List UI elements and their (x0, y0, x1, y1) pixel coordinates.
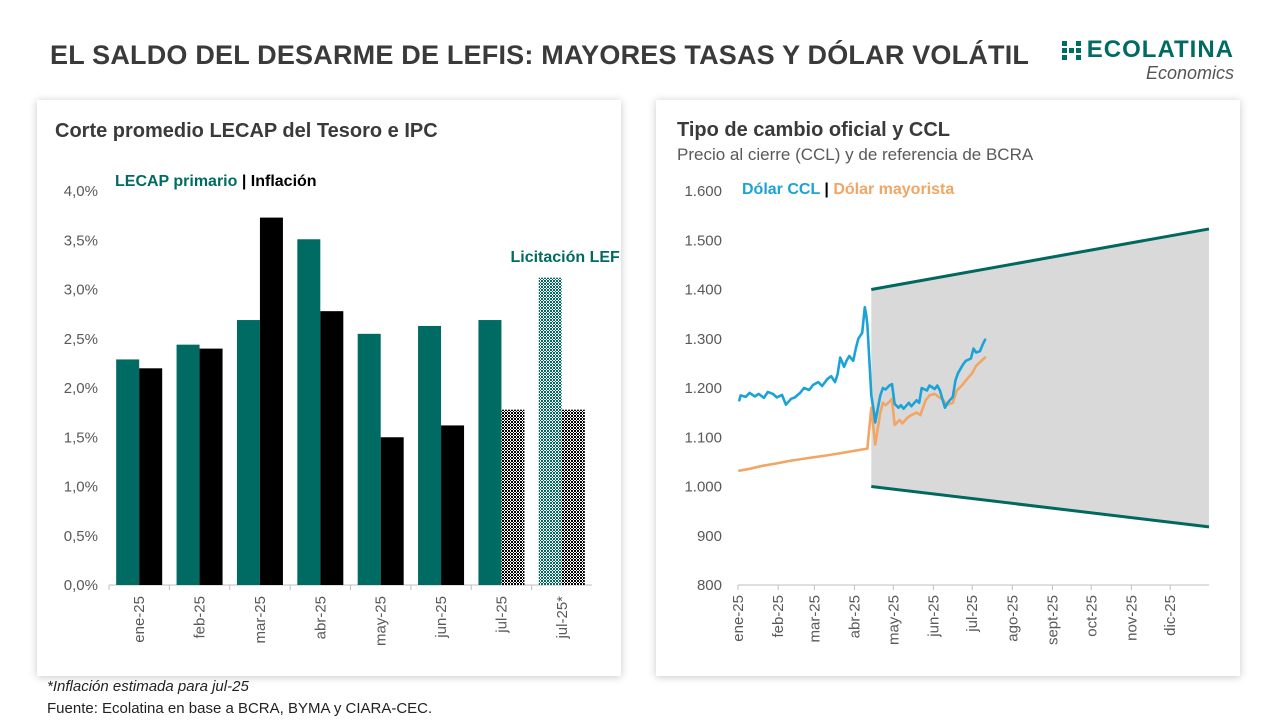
y-tick-label: 1.400 (684, 282, 722, 299)
x-tick-label: feb-25 (192, 596, 209, 639)
x-tick-label: feb-25 (770, 595, 787, 638)
legend-ccl: Dólar CCL (742, 181, 820, 198)
bar-lecap-abr-25 (297, 239, 321, 585)
x-tick-label: may-25 (373, 596, 390, 646)
y-tick-label: 1.200 (684, 380, 722, 397)
x-tick-label: abr-25 (312, 596, 329, 639)
bar-legend: LECAP primario | Inflación (115, 173, 317, 190)
logo-name: ECOLATINA (1086, 36, 1234, 63)
bar-lecap-jun-25 (418, 325, 442, 585)
x-tick-label: mar-25 (806, 595, 823, 643)
y-tick-label: 1.300 (684, 331, 722, 348)
bar-inflacion-jul-25-est (561, 409, 585, 585)
x-tick-label: dic-25 (1162, 595, 1179, 636)
bar-inflacion-mar-25 (259, 217, 283, 585)
legend-mayorista: Dólar mayorista (833, 181, 954, 198)
chart-title: Tipo de cambio oficial y CCL (677, 119, 950, 141)
x-tick-label: jul-25 (493, 596, 510, 634)
y-tick-label: 4,0% (64, 183, 98, 200)
page-title: EL SALDO DEL DESARME DE LEFIS: MAYORES T… (50, 40, 1030, 70)
y-tick-label: 3,5% (64, 232, 98, 249)
band-lower-line (871, 485, 1210, 529)
y-tick-label: 800 (697, 577, 722, 594)
x-tick-label: mar-25 (252, 596, 269, 644)
bar-lecap-may-25 (357, 333, 381, 585)
series-line-dolar-ccl (738, 305, 987, 424)
chart-subtitle: Precio al cierre (CCL) y de referencia d… (677, 145, 1034, 164)
bar-inflacion-feb-25 (199, 348, 223, 585)
lecap-chart-panel: Corte promedio LECAP del Tesoro e IPC LEC… (37, 100, 621, 676)
y-tick-label: 1.100 (684, 429, 722, 446)
ecolatina-logo: ECOLATINA Economics (1061, 36, 1234, 84)
y-tick-label: 2,5% (64, 331, 98, 348)
y-tick-label: 1.000 (684, 479, 722, 496)
bar-inflacion-ene-25 (139, 368, 163, 585)
exchange-band-area (871, 228, 1209, 527)
legend-separator: | (237, 173, 250, 190)
legend-lecap: LECAP primario (115, 173, 238, 190)
bar-inflacion-jul-25 (501, 409, 525, 585)
logo-grid-icon (1061, 40, 1081, 60)
y-tick-label: 3,0% (64, 282, 98, 299)
lecap-ipc-bar-chart: Corte promedio LECAP del Tesoro e IPC LEC… (55, 120, 621, 646)
x-tick-label: ene-25 (730, 595, 747, 642)
x-tick-label: sept-25 (1044, 595, 1061, 645)
y-tick-label: 0,5% (64, 528, 98, 545)
band-upper-line (871, 227, 1210, 291)
footnote: *Inflación estimada para jul-25 (47, 678, 249, 695)
y-tick-label: 1,0% (64, 479, 98, 496)
source-note: Fuente: Ecolatina en base a BCRA, BYMA y… (47, 700, 433, 717)
legend-separator: | (820, 181, 833, 198)
x-tick-label: may-25 (885, 595, 902, 645)
x-tick-label: abr-25 (846, 595, 863, 638)
logo-subtitle: Economics (1145, 63, 1234, 83)
line-legend: Dólar CCL | Dólar mayorista (742, 181, 954, 198)
annotation-licitacion-lefis: Licitación LEFIs (510, 249, 621, 266)
legend-inflacion: Inflación (251, 173, 317, 190)
x-tick-label: nov-25 (1123, 595, 1140, 641)
bar-inflacion-may-25 (380, 437, 404, 585)
x-tick-label: jun-25 (925, 595, 942, 638)
x-tick-label: jul-25 (964, 595, 981, 633)
bar-lecap-feb-25 (176, 344, 200, 585)
bar-lecap-mar-25 (236, 320, 260, 585)
x-tick-label: ene-25 (131, 596, 148, 643)
x-tick-label: ago-25 (1004, 595, 1021, 642)
bar-inflacion-jun-25 (441, 425, 465, 585)
y-tick-label: 1.600 (684, 183, 722, 200)
fx-chart-panel: Tipo de cambio oficial y CCL Precio al ci… (656, 100, 1240, 676)
bar-lecap-jul-25 (478, 320, 502, 585)
y-tick-label: 900 (697, 528, 722, 545)
y-tick-label: 2,0% (64, 380, 98, 397)
x-tick-label: jun-25 (433, 596, 450, 639)
x-tick-label: oct-25 (1083, 595, 1100, 637)
bar-lecap-jul-25-est (538, 277, 562, 585)
y-tick-label: 1.500 (684, 232, 722, 249)
chart-title: Corte promedio LECAP del Tesoro e IPC (55, 120, 438, 142)
bar-lecap-ene-25 (116, 359, 140, 585)
fx-line-chart: Tipo de cambio oficial y CCL Precio al ci… (677, 119, 1210, 645)
bar-inflacion-abr-25 (320, 311, 344, 585)
x-tick-label: jul-25* (554, 596, 571, 640)
y-tick-label: 0,0% (64, 577, 98, 594)
y-tick-label: 1,5% (64, 429, 98, 446)
series-line-dolar-mayorista (738, 356, 987, 473)
